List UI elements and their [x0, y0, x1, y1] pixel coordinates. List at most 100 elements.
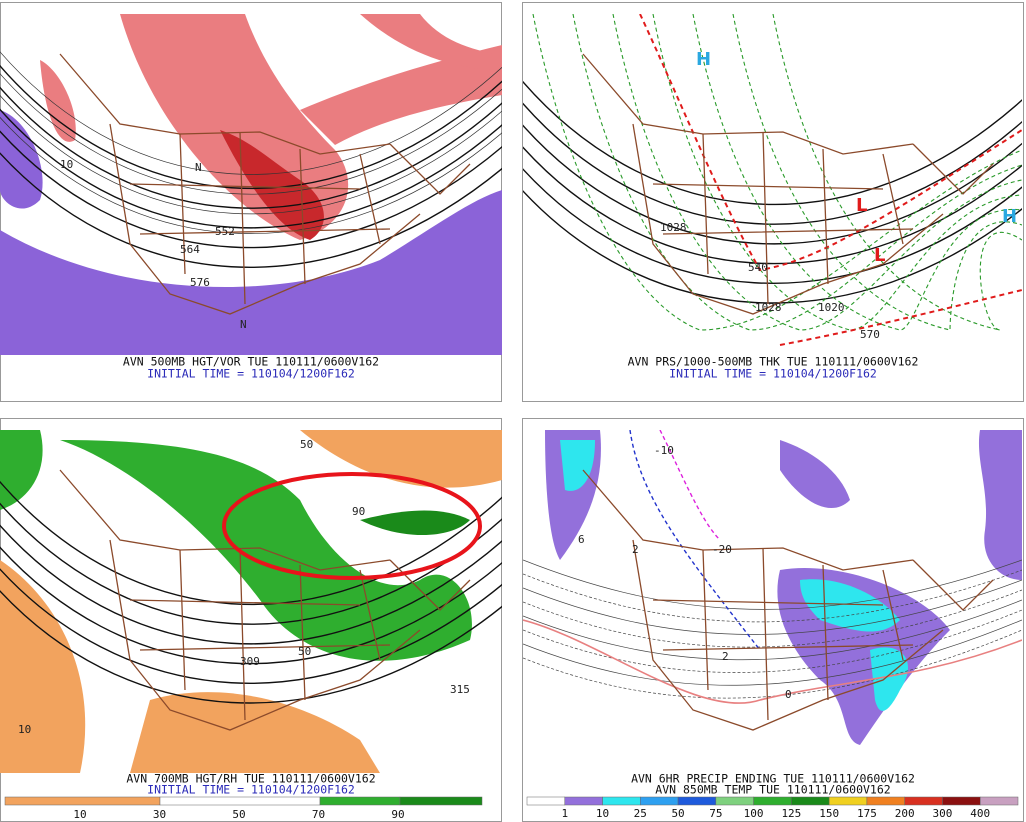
border	[109, 123, 421, 315]
border	[129, 599, 391, 651]
vort-high	[300, 45, 502, 145]
initial-time: INITIAL TIME = 110104/1200F162	[669, 367, 877, 381]
vort-max	[40, 60, 76, 142]
map-label: 309	[240, 655, 260, 668]
border	[179, 547, 306, 721]
legend-swatch	[319, 796, 401, 806]
contour	[0, 94, 502, 215]
border	[702, 547, 829, 721]
contour	[523, 124, 1022, 245]
legend-label: 400	[970, 807, 990, 820]
temp-contour	[523, 609, 1022, 673]
legend-swatch	[942, 796, 981, 806]
legend-swatch	[159, 796, 321, 806]
contour	[0, 152, 502, 268]
border	[582, 53, 914, 155]
contour	[0, 502, 502, 625]
thickness-540	[639, 14, 1022, 272]
legend-label: 200	[895, 807, 915, 820]
panel-title: AVN PRS/1000-500MB THK TUE 110111/0600V1…	[628, 355, 919, 369]
map-label: -20	[712, 543, 732, 556]
border	[59, 53, 391, 155]
vort-high	[360, 14, 502, 70]
thickness	[612, 14, 1022, 331]
legend-swatch	[564, 796, 603, 806]
legend-label: 10	[596, 807, 609, 820]
vort-max	[220, 130, 324, 240]
temp-contour	[523, 589, 1022, 648]
initial-time: INITIAL TIME = 110104/1200F162	[147, 783, 355, 797]
thickness-570	[779, 289, 1022, 346]
temp-contour	[523, 629, 1022, 699]
border	[632, 539, 944, 731]
map-label: 540	[748, 261, 768, 274]
map-label: 90	[352, 505, 365, 518]
map-label: 552	[215, 225, 235, 238]
contour	[0, 480, 502, 606]
contour	[0, 130, 502, 249]
map-label: L	[874, 245, 885, 266]
contour	[0, 568, 502, 684]
contour	[0, 64, 502, 190]
border	[702, 131, 829, 305]
map-label: 2	[722, 650, 729, 663]
rh-dry	[0, 560, 86, 773]
map-label: 0	[785, 688, 792, 701]
contour	[0, 116, 502, 234]
map-area	[523, 14, 1022, 346]
thickness	[532, 14, 1022, 331]
map-label: 1028	[755, 301, 782, 314]
highlight-circle	[222, 472, 483, 580]
map-label: 570	[860, 328, 880, 341]
legend-label: 75	[709, 807, 722, 820]
legend-label: 125	[781, 807, 801, 820]
temp-contour	[523, 579, 1022, 635]
border	[882, 559, 994, 661]
contour	[0, 524, 502, 645]
panel-title: AVN 6HR PRECIP ENDING TUE 110111/0600V16…	[631, 772, 915, 786]
legend-label: 30	[153, 808, 166, 821]
contour	[523, 102, 1022, 225]
legend-label: 90	[391, 808, 404, 821]
map-area	[0, 430, 502, 773]
rh-moist	[0, 430, 43, 510]
legend-swatch	[715, 796, 754, 806]
border	[59, 469, 391, 571]
legend-swatch	[828, 796, 868, 806]
map-area	[523, 430, 1022, 745]
temp-contour	[523, 619, 1022, 686]
rh-dry	[130, 692, 380, 773]
map-label: 1020	[818, 301, 845, 314]
contour	[0, 546, 502, 665]
legend-label: 300	[933, 807, 953, 820]
temp-contour	[523, 559, 1022, 610]
legend-label: 50	[232, 808, 245, 821]
map-label: -10	[654, 444, 674, 457]
map-label: 576	[190, 276, 210, 289]
precip	[780, 440, 850, 509]
legend-label: 150	[819, 807, 839, 820]
legend-label: 1	[561, 807, 568, 820]
legend-label: 10	[73, 808, 86, 821]
legend-swatch	[4, 796, 161, 806]
contour	[0, 72, 502, 195]
precip	[560, 440, 595, 491]
legend-swatch	[753, 796, 792, 806]
legend-swatch	[602, 796, 641, 806]
contour	[523, 189, 1022, 304]
map-label: H	[1002, 206, 1017, 227]
thickness	[692, 14, 1022, 331]
border	[652, 183, 914, 235]
precip	[978, 430, 1022, 580]
border	[882, 143, 994, 245]
map-label: 10	[60, 158, 73, 171]
map-label: N	[195, 161, 202, 174]
map-label: 315	[450, 683, 470, 696]
map-label: 50	[298, 645, 311, 658]
map-area	[0, 14, 502, 355]
contour	[523, 168, 1022, 284]
legend-swatch	[791, 796, 830, 806]
initial-time: INITIAL TIME = 110104/1200F162	[147, 367, 355, 381]
legend-label: 100	[744, 807, 764, 820]
legend-swatch	[866, 796, 905, 806]
